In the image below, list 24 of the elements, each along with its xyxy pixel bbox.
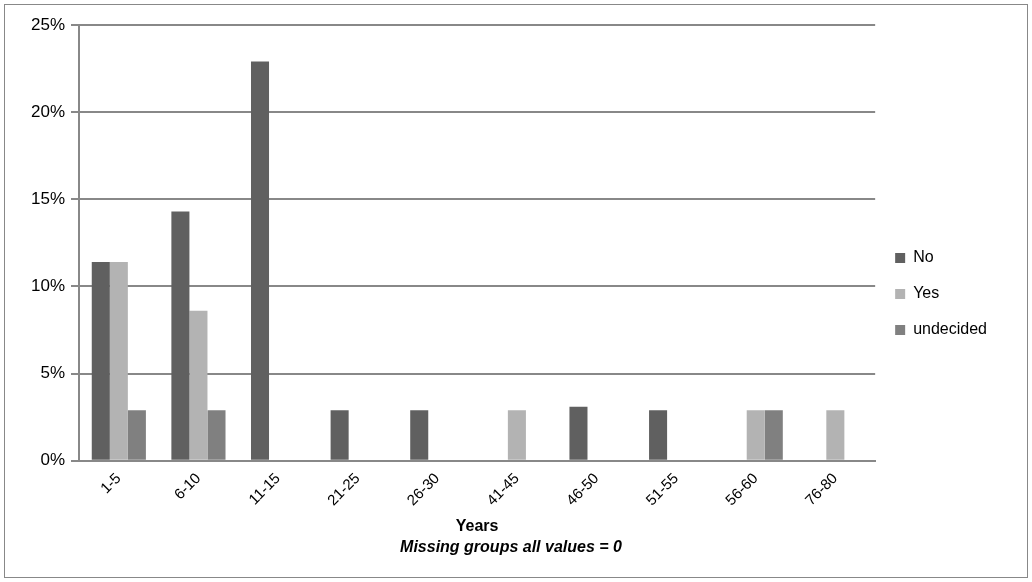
- bar: [569, 406, 588, 460]
- bar: [109, 262, 128, 460]
- y-tick-label: 5%: [40, 363, 66, 383]
- bar: [91, 262, 110, 460]
- bar: [746, 410, 765, 460]
- x-axis-title: Years: [455, 516, 499, 534]
- legend-label: No: [913, 248, 934, 266]
- bar: [250, 61, 270, 460]
- legend-label: undecided: [913, 320, 987, 338]
- bar: [649, 410, 668, 460]
- bar: [171, 211, 190, 460]
- legend-label: Yes: [913, 284, 940, 302]
- y-tick-label: 25%: [30, 14, 66, 34]
- bar: [410, 410, 429, 460]
- y-tick-label: 20%: [30, 101, 66, 121]
- bar: [826, 410, 845, 460]
- bar: [189, 310, 208, 460]
- bar: [330, 410, 349, 460]
- bar: [507, 410, 526, 460]
- y-tick-label: 15%: [30, 188, 66, 208]
- x-tick-label: 1-5: [96, 469, 124, 497]
- y-tick-label: 10%: [30, 276, 66, 296]
- y-tick-label: 0%: [40, 450, 66, 470]
- text: Missing groups all values = 0: [400, 537, 623, 555]
